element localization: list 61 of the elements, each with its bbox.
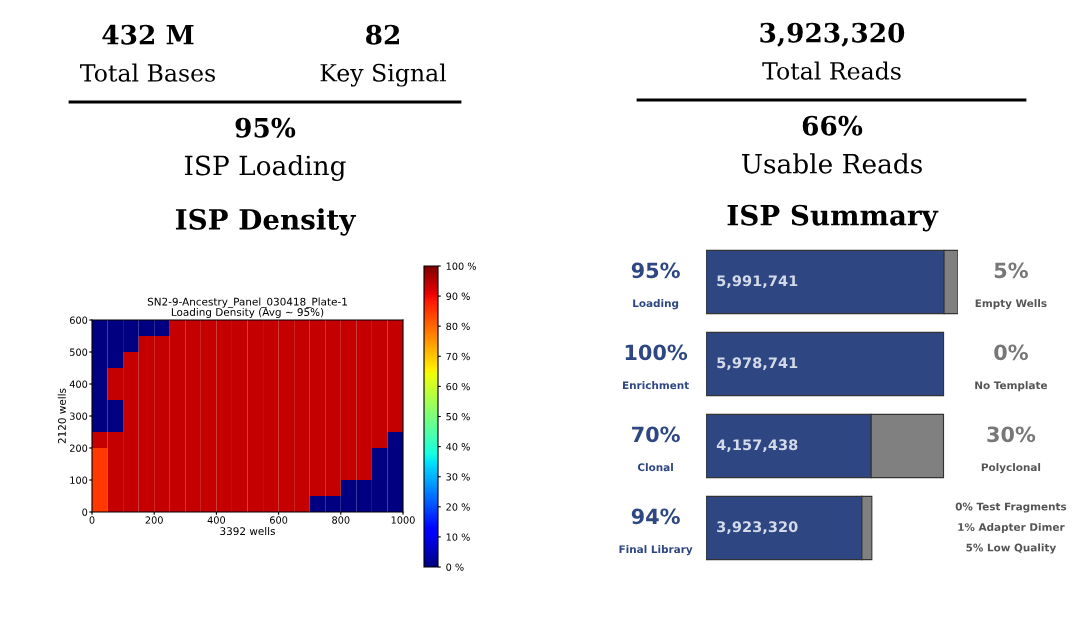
y-tick-label: Loading: [633, 299, 679, 310]
color-bar-label: 50 %: [446, 412, 470, 421]
bar: [706, 331, 945, 397]
color-bar-label: 70 %: [446, 352, 470, 361]
text: 94%: [631, 508, 680, 525]
x-tick-label: 1000: [391, 516, 415, 524]
color-bar-label: 90 %: [446, 292, 470, 300]
y-axis-title: 2120 wells: [57, 388, 66, 444]
y-tick-label: 200: [69, 444, 88, 452]
x-axis-title: 3392 wells: [220, 526, 275, 536]
color-bar-label: 80 %: [446, 322, 470, 331]
color-bar-label: 20 %: [446, 503, 470, 511]
color-bar-label: 0 %: [446, 563, 464, 571]
x-tick-label: 400: [207, 516, 226, 524]
y-tick-label: Clonal: [637, 463, 673, 472]
text: No Template: [975, 381, 1048, 392]
y-tick-label: 0: [82, 508, 88, 516]
data-label: 5,978,741: [717, 357, 798, 371]
y-tick-label: 500: [70, 348, 88, 356]
text: 5%: [994, 262, 1028, 279]
text: 70%: [632, 426, 680, 443]
text: 0%: [994, 344, 1028, 361]
color-bar-label: 100 %: [446, 262, 476, 270]
text: Usable Reads: [741, 153, 922, 174]
color-bar-label: 40 %: [446, 443, 470, 451]
y-tick-label: 600: [69, 316, 88, 324]
text: 100%: [625, 344, 688, 361]
y-tick-label: 400: [69, 380, 88, 388]
text: 95%: [235, 117, 296, 138]
y-tick-label: 300: [70, 412, 88, 420]
text: Total Bases: [80, 63, 215, 82]
text: 432 M: [102, 24, 194, 45]
x-tick-label: 200: [145, 516, 163, 524]
data-label: 3,923,320: [717, 521, 798, 535]
text: 95%: [631, 262, 680, 279]
text: Key Signal: [320, 63, 447, 87]
color-bar-label: 10 %: [446, 533, 470, 541]
text: 3,923,320: [760, 22, 905, 47]
text: Empty Wells: [975, 299, 1047, 310]
x-tick-label: 800: [332, 516, 350, 524]
x-tick-label: 600: [270, 516, 288, 524]
text: Total Reads: [762, 61, 901, 80]
text: 5% Low Quality: [966, 543, 1057, 554]
y-tick-label: Final Library: [619, 545, 693, 556]
color-bar-label: 60 %: [446, 382, 470, 391]
text: 30%: [987, 426, 1036, 443]
chart-title: SN2-9-Ancestry_Panel_030418_Plate-1 Loading Density (Avg ~ 95%): [147, 297, 347, 318]
annotation: 0% Test Fragments: [955, 502, 1067, 513]
y-tick-label: 100: [70, 476, 88, 484]
text: ISP Loading: [184, 155, 346, 181]
text: 66%: [802, 115, 863, 136]
text: 1% Adapter Dimer: [958, 522, 1065, 534]
text: ISP Summary: [727, 204, 939, 232]
text: 82: [366, 24, 399, 45]
y-tick-label: Enrichment: [622, 381, 689, 390]
data-label: 5,991,741: [717, 275, 798, 289]
text: Polyclonal: [981, 463, 1041, 474]
x-tick-label: 0: [89, 516, 95, 524]
text: ISP Density: [175, 208, 357, 236]
color-bar-label: 30 %: [446, 473, 470, 481]
data-label: 4,157,438: [716, 439, 798, 453]
